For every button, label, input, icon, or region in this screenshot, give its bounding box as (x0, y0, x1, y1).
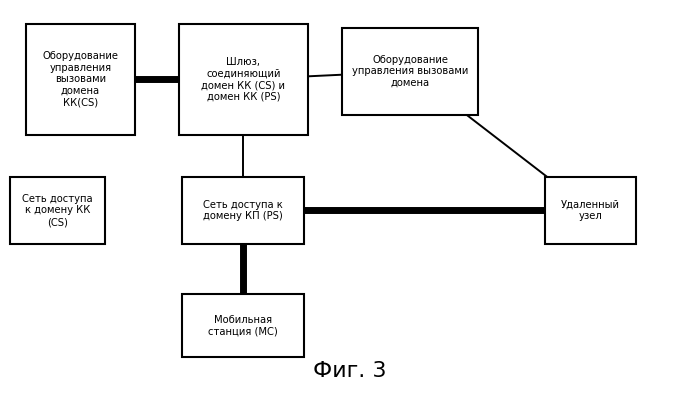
FancyBboxPatch shape (545, 177, 636, 244)
FancyBboxPatch shape (342, 28, 478, 115)
Text: Фиг. 3: Фиг. 3 (312, 361, 387, 381)
Text: Оборудование
управления вызовами
домена: Оборудование управления вызовами домена (352, 55, 468, 88)
Text: Мобильная
станция (МС): Мобильная станция (МС) (208, 315, 278, 336)
Text: Удаленный
узел: Удаленный узел (561, 200, 620, 221)
FancyBboxPatch shape (10, 177, 105, 244)
Text: Оборудование
управления
вызовами
домена
КК(CS): Оборудование управления вызовами домена … (43, 51, 118, 108)
FancyBboxPatch shape (178, 24, 308, 135)
Text: Сеть доступа к
домену КП (PS): Сеть доступа к домену КП (PS) (203, 200, 283, 221)
FancyBboxPatch shape (27, 24, 134, 135)
Text: Шлюз,
соединяющий
домен КК (CS) и
домен КК (PS): Шлюз, соединяющий домен КК (CS) и домен … (201, 57, 285, 102)
Text: Сеть доступа
к домену КК
(CS): Сеть доступа к домену КК (CS) (22, 194, 93, 227)
FancyBboxPatch shape (182, 294, 304, 357)
FancyBboxPatch shape (182, 177, 304, 244)
